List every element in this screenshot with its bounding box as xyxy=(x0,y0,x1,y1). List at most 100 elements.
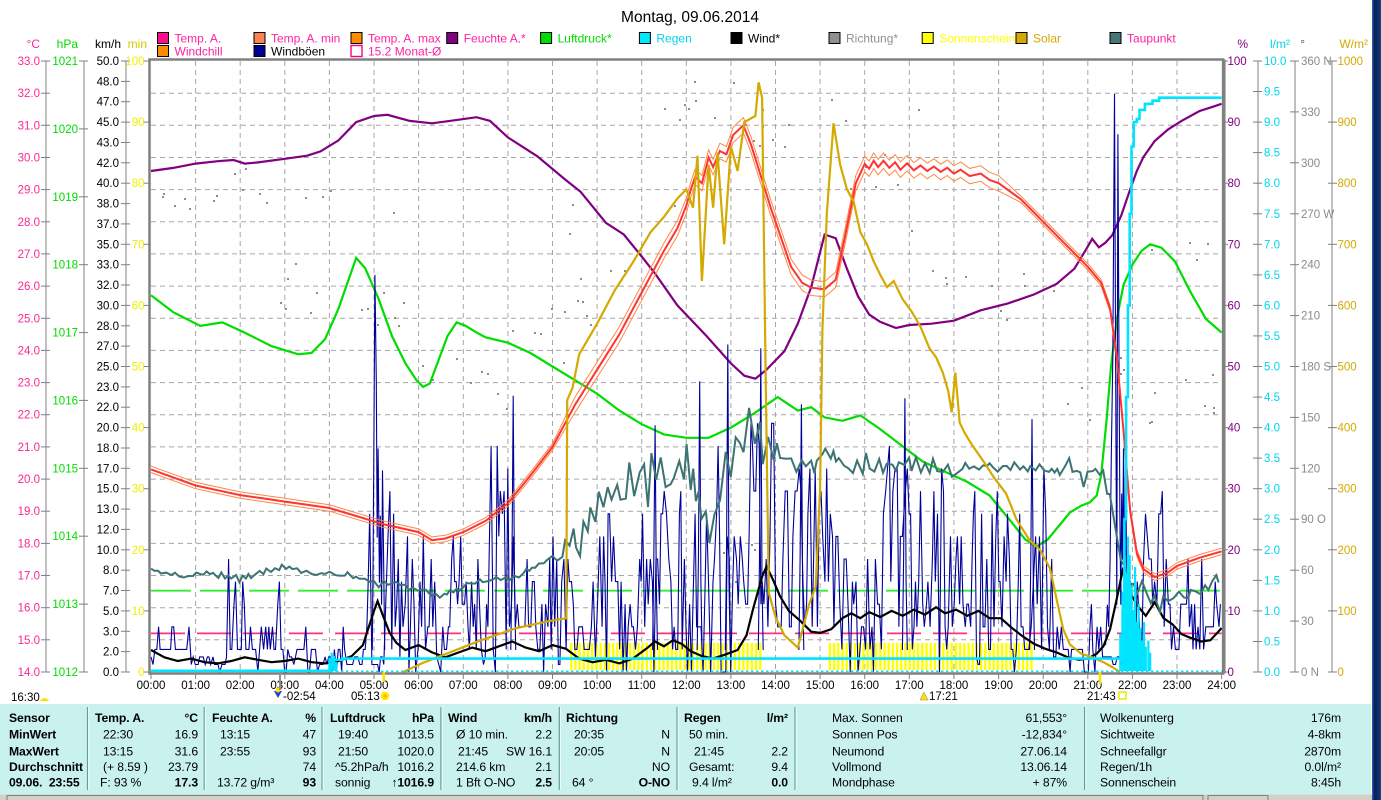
svg-text:1000: 1000 xyxy=(1338,56,1364,68)
svg-text:9.4 l/m²: 9.4 l/m² xyxy=(692,776,732,790)
svg-text:Max. Sonnen: Max. Sonnen xyxy=(832,711,903,725)
svg-text:25.0: 25.0 xyxy=(18,313,40,325)
svg-text:Ø 10 min.: Ø 10 min. xyxy=(456,728,508,742)
svg-text:30: 30 xyxy=(1228,484,1241,496)
svg-text:50.0: 50.0 xyxy=(97,56,119,68)
svg-text:1.5: 1.5 xyxy=(1264,575,1280,587)
svg-text:2.5: 2.5 xyxy=(535,776,552,790)
svg-text:5.0: 5.0 xyxy=(1264,362,1280,374)
svg-text:W/m²: W/m² xyxy=(1339,37,1368,51)
svg-text:1020.0: 1020.0 xyxy=(397,745,434,759)
svg-text:11:00: 11:00 xyxy=(628,680,656,692)
svg-text:90 O: 90 O xyxy=(1301,514,1326,526)
svg-text:Sichtweite: Sichtweite xyxy=(1100,728,1155,742)
svg-text:27.0: 27.0 xyxy=(18,249,40,261)
svg-text:1018: 1018 xyxy=(52,260,78,272)
svg-text:43.0: 43.0 xyxy=(97,138,119,150)
svg-text:176m: 176m xyxy=(1311,711,1341,725)
svg-text:Luftdruck*: Luftdruck* xyxy=(558,32,612,46)
svg-text:31.6: 31.6 xyxy=(175,745,199,759)
svg-text:40: 40 xyxy=(1228,423,1241,435)
svg-text:13.0: 13.0 xyxy=(97,504,119,516)
svg-text:km/h: km/h xyxy=(524,711,552,725)
svg-text:40: 40 xyxy=(132,423,145,435)
svg-text:22.0: 22.0 xyxy=(97,402,119,414)
svg-text:300: 300 xyxy=(1301,158,1320,170)
svg-text:10.0: 10.0 xyxy=(97,545,119,557)
svg-text:MinWert: MinWert xyxy=(9,728,56,742)
svg-text:2.5: 2.5 xyxy=(1264,514,1280,526)
svg-text:15:00: 15:00 xyxy=(806,680,835,692)
svg-text:3.5: 3.5 xyxy=(1264,453,1280,465)
svg-text:30: 30 xyxy=(1301,616,1314,628)
svg-text:18:00: 18:00 xyxy=(940,680,969,692)
svg-text:70: 70 xyxy=(1228,239,1241,251)
svg-text:5.5: 5.5 xyxy=(1264,331,1280,343)
svg-text:06:00: 06:00 xyxy=(404,680,433,692)
svg-text:26.0: 26.0 xyxy=(18,281,40,293)
svg-text:1016.2: 1016.2 xyxy=(397,760,434,774)
svg-text:12:00: 12:00 xyxy=(672,680,701,692)
svg-text:7.0: 7.0 xyxy=(103,586,119,598)
svg-text:24.0: 24.0 xyxy=(18,345,40,357)
svg-text:14.0: 14.0 xyxy=(18,667,40,679)
svg-text:20.0: 20.0 xyxy=(18,474,40,486)
svg-text:6.5: 6.5 xyxy=(1264,270,1280,282)
svg-text:21:00: 21:00 xyxy=(1073,680,1102,692)
svg-text:9.0: 9.0 xyxy=(1264,117,1280,129)
svg-text:93: 93 xyxy=(303,776,317,790)
svg-text:1019: 1019 xyxy=(52,192,78,204)
svg-text:33.0: 33.0 xyxy=(18,56,40,68)
svg-text:23:55: 23:55 xyxy=(220,745,250,759)
svg-text:Richtung: Richtung xyxy=(566,711,618,725)
svg-text:45.0: 45.0 xyxy=(97,117,119,129)
svg-text:Durchschnitt: Durchschnitt xyxy=(9,760,83,774)
svg-text:0.0: 0.0 xyxy=(771,776,788,790)
svg-text:9.5: 9.5 xyxy=(1264,87,1280,99)
svg-text:270 W: 270 W xyxy=(1301,209,1334,221)
svg-text:150: 150 xyxy=(1301,412,1320,424)
svg-text:20: 20 xyxy=(132,545,145,557)
svg-text:29.0: 29.0 xyxy=(18,185,40,197)
svg-text:93: 93 xyxy=(303,745,317,759)
svg-text:800: 800 xyxy=(1338,178,1357,190)
svg-text:64 °: 64 ° xyxy=(572,776,594,790)
svg-text:23.0: 23.0 xyxy=(97,382,119,394)
svg-text:20:05: 20:05 xyxy=(574,745,604,759)
svg-text:F: 93 %: F: 93 % xyxy=(100,776,142,790)
svg-text:38.0: 38.0 xyxy=(97,199,119,211)
svg-text:01:00: 01:00 xyxy=(181,680,210,692)
svg-text:74: 74 xyxy=(303,760,317,774)
svg-text:21:45: 21:45 xyxy=(458,745,488,759)
svg-text:Mondphase: Mondphase xyxy=(832,776,895,790)
svg-text:02:00: 02:00 xyxy=(226,680,255,692)
svg-text:32.0: 32.0 xyxy=(18,88,40,100)
svg-text:0.5: 0.5 xyxy=(1264,637,1280,649)
svg-text:23:00: 23:00 xyxy=(1163,680,1192,692)
svg-text:°C: °C xyxy=(185,711,199,725)
svg-text:13.06.14: 13.06.14 xyxy=(1020,760,1067,774)
svg-text:28.0: 28.0 xyxy=(18,217,40,229)
svg-text:min: min xyxy=(128,37,147,51)
svg-text:Wolkenunterg: Wolkenunterg xyxy=(1100,711,1174,725)
svg-text:32.0: 32.0 xyxy=(97,280,119,292)
svg-text:50 min.: 50 min. xyxy=(689,728,728,742)
svg-text:28.0: 28.0 xyxy=(97,321,119,333)
svg-text:1014: 1014 xyxy=(52,531,78,543)
svg-text:20.0: 20.0 xyxy=(97,423,119,435)
svg-text:23.79: 23.79 xyxy=(168,760,198,774)
svg-text:3.0: 3.0 xyxy=(103,626,119,638)
svg-text:10: 10 xyxy=(1228,606,1241,618)
svg-text:17.0: 17.0 xyxy=(18,571,40,583)
svg-text:18.0: 18.0 xyxy=(97,443,119,455)
svg-text:17.3: 17.3 xyxy=(175,776,199,790)
svg-text:48.0: 48.0 xyxy=(97,76,119,88)
svg-text:Temp. A.: Temp. A. xyxy=(95,711,144,725)
svg-text:05:13: 05:13 xyxy=(351,691,380,703)
svg-text:600: 600 xyxy=(1338,300,1357,312)
svg-text:05:00: 05:00 xyxy=(360,680,389,692)
svg-text:7.5: 7.5 xyxy=(1264,209,1280,221)
svg-text:°C: °C xyxy=(27,37,41,51)
svg-text:Luftdruck: Luftdruck xyxy=(330,711,386,725)
svg-text:360 N: 360 N xyxy=(1301,56,1332,68)
